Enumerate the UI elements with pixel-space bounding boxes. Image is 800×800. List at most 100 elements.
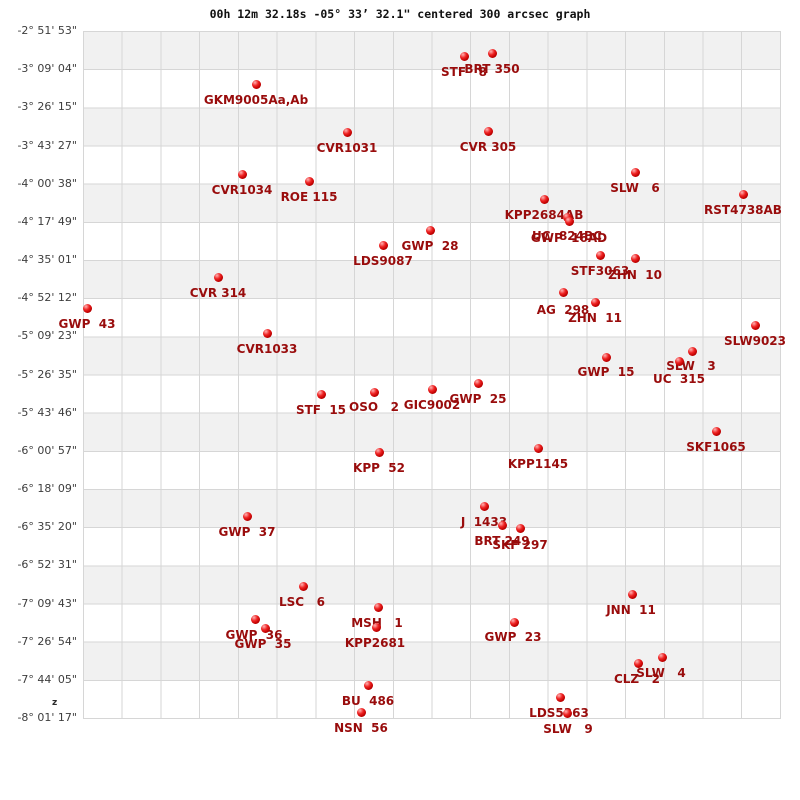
y-tick-label: -7° 09' 43": [17, 596, 77, 610]
star-point: [750, 320, 760, 330]
star-label: SLW9023: [724, 333, 786, 348]
star-label: GWP 37: [218, 524, 276, 539]
star-point: [601, 352, 611, 362]
star-label: GKM9005Aa,Ab: [203, 92, 309, 107]
star-point: [427, 384, 437, 394]
star-point: [242, 511, 252, 521]
star-label: UC 824BC: [532, 228, 602, 243]
star-point: [687, 346, 697, 356]
star-label: GWP 28: [401, 238, 459, 253]
star-label: CVR1033: [236, 341, 298, 356]
star-point: [590, 297, 600, 307]
star-label: SLW 6: [610, 180, 660, 195]
star-point: [674, 356, 684, 366]
star-point: [738, 189, 748, 199]
star-label: JNN 11: [606, 602, 656, 617]
orientation-mark: z: [52, 698, 58, 708]
star-label: CVR 314: [189, 285, 247, 300]
star-label: ZHN 11: [568, 310, 622, 325]
star-label: KPP 52: [353, 460, 405, 475]
star-point: [371, 622, 381, 632]
y-tick-label: -5° 26' 35": [17, 367, 77, 381]
star-point: [562, 708, 572, 718]
star-point: [509, 617, 519, 627]
y-tick-label: -6° 00' 57": [17, 443, 77, 457]
star-label: LDS5363: [529, 705, 589, 720]
star-label: GWP 15: [577, 364, 635, 379]
y-tick-label: -6° 52' 31": [17, 558, 77, 572]
y-tick-label: -8° 01' 17": [17, 711, 77, 724]
star-point: [425, 225, 435, 235]
star-label: GWP 16AD: [530, 230, 608, 245]
star-point: [633, 658, 643, 668]
y-tick-label: -3° 43' 27": [17, 138, 77, 152]
y-tick-label: -6° 35' 20": [17, 520, 77, 534]
star-label: LDS9087: [353, 253, 413, 268]
star-label: SLW 4: [636, 665, 686, 680]
star-label: STF 8: [441, 64, 487, 79]
y-tick-label: -5° 09' 23": [17, 329, 77, 343]
star-point: [459, 51, 469, 61]
star-point: [237, 169, 247, 179]
star-label: RST4738AB: [704, 202, 782, 217]
star-label: GWP 36: [225, 627, 283, 642]
star-point: [262, 328, 272, 338]
star-label: CVR1034: [211, 182, 273, 197]
plot-area: [83, 31, 781, 719]
y-tick-label: -3° 09' 04": [17, 62, 77, 76]
star-label: UC 315: [653, 371, 705, 386]
star-label: SKF1065: [686, 439, 746, 454]
star-point: [250, 614, 260, 624]
star-label: GWP 35: [234, 636, 292, 651]
star-point: [342, 127, 352, 137]
star-label: OSO 2: [349, 399, 399, 414]
star-point: [515, 523, 525, 533]
star-point: [304, 176, 314, 186]
star-point: [473, 378, 483, 388]
star-label: GWP 23: [484, 629, 542, 644]
star-point: [369, 387, 379, 397]
y-tick-label: -6° 18' 09": [17, 482, 77, 495]
star-point: [627, 589, 637, 599]
star-label: SLW 9: [543, 721, 593, 736]
star-label: GWP 43: [58, 316, 116, 331]
y-tick-label: -3° 26' 15": [17, 100, 77, 114]
star-label: KPP1145: [507, 456, 569, 471]
star-point: [373, 602, 383, 612]
star-point: [564, 216, 574, 226]
star-point: [555, 692, 565, 702]
star-point: [374, 447, 384, 457]
star-label: GWP 25: [449, 391, 507, 406]
star-point: [213, 272, 223, 282]
y-tick-label: -4° 52' 12": [17, 291, 77, 305]
star-point: [479, 501, 489, 511]
star-label: LSC 6: [279, 594, 325, 609]
star-point: [356, 707, 366, 717]
star-point: [260, 623, 270, 633]
star-point: [378, 240, 388, 250]
star-label: AG 298: [536, 302, 590, 317]
star-point: [558, 287, 568, 297]
star-label: ROE 115: [280, 189, 338, 204]
star-label: CVR 305: [459, 139, 517, 154]
star-label: NSN 56: [334, 720, 388, 735]
star-label: CLZ 2: [613, 671, 661, 686]
star-point: [630, 253, 640, 263]
y-tick-label: -5° 43' 46": [17, 405, 77, 419]
star-point: [630, 167, 640, 177]
star-label: STF 15: [295, 402, 347, 417]
star-point: [363, 680, 373, 690]
star-label: BRT 350: [464, 61, 520, 76]
star-label: CVR1031: [316, 140, 378, 155]
y-tick-label: -4° 17' 49": [17, 214, 77, 228]
star-point: [711, 426, 721, 436]
star-point: [657, 652, 667, 662]
y-tick-label: -7° 26' 54": [17, 634, 77, 648]
star-point: [539, 194, 549, 204]
star-point: [483, 126, 493, 136]
star-label: SLW 3: [666, 358, 716, 373]
star-point: [298, 581, 308, 591]
star-point: [316, 389, 326, 399]
chart-title: 00h 12m 32.18s -05° 33’ 32.1" centered 3…: [209, 7, 591, 21]
